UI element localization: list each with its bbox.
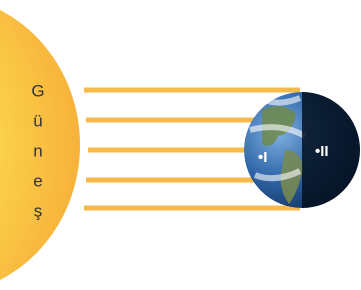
sun-letter: n <box>33 141 42 160</box>
point-name: II <box>320 143 328 160</box>
page: Güneş •I •II (() => { const data = JSON.… <box>0 0 361 290</box>
night-side <box>302 90 361 210</box>
point-name: I <box>263 149 267 166</box>
sun-letter: e <box>33 171 42 190</box>
sun-letter: G <box>31 81 44 100</box>
point-label: •II <box>315 143 329 160</box>
diagram: Güneş •I •II <box>0 0 361 290</box>
point-label: •I <box>258 149 267 166</box>
sun-letter: ü <box>33 111 42 130</box>
sun-letter: ş <box>34 201 43 220</box>
